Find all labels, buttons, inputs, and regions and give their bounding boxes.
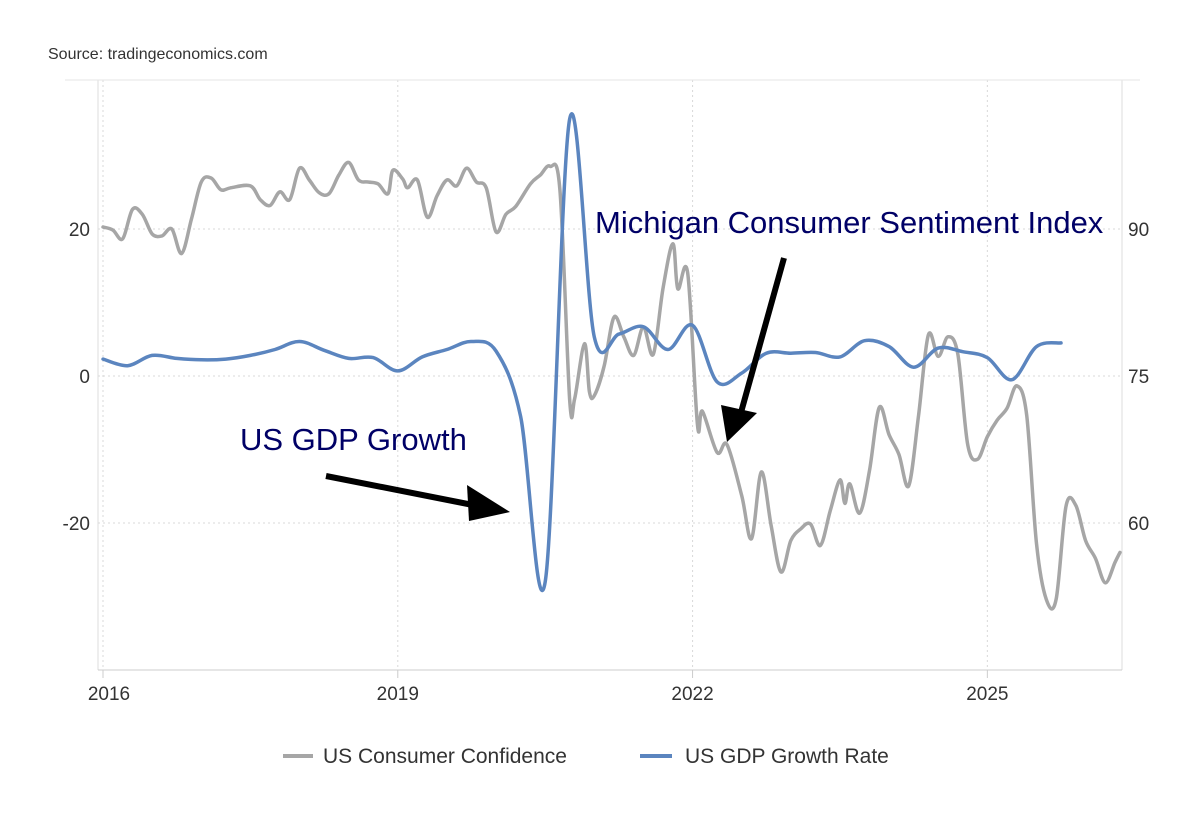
y-left-tick-label: 0 xyxy=(79,367,90,388)
grid-lines xyxy=(98,80,1122,670)
y-left-tick-label: 20 xyxy=(69,220,90,241)
series-line-consumer-confidence xyxy=(101,160,1122,611)
x-tick-label: 2016 xyxy=(88,684,130,705)
legend-label-consumer-confidence: US Consumer Confidence xyxy=(323,745,567,768)
x-tick-label: 2022 xyxy=(671,684,713,705)
series-lines xyxy=(101,112,1122,611)
source-label: Source: tradingeconomics.com xyxy=(48,46,268,63)
legend-label-gdp-growth: US GDP Growth Rate xyxy=(685,745,889,768)
y-right-tick-label: 60 xyxy=(1128,514,1149,535)
legend: US Consumer Confidence US GDP Growth Rat… xyxy=(283,745,889,768)
y-right-tick-label: 90 xyxy=(1128,220,1149,241)
arrow-michigan-icon xyxy=(721,257,787,442)
x-tick-label: 2019 xyxy=(377,684,419,705)
annotation-gdp: US GDP Growth xyxy=(240,422,467,457)
annotation-michigan: Michigan Consumer Sentiment Index xyxy=(595,205,1104,240)
axes: 20 0 -20 90 75 60 2016 2019 2022 2025 xyxy=(63,79,1149,705)
arrow-gdp-icon xyxy=(325,473,510,521)
series-line-gdp-growth xyxy=(101,112,1063,593)
y-left-tick-label: -20 xyxy=(63,514,90,535)
x-tick-label: 2025 xyxy=(966,684,1008,705)
y-right-tick-label: 75 xyxy=(1128,367,1149,388)
